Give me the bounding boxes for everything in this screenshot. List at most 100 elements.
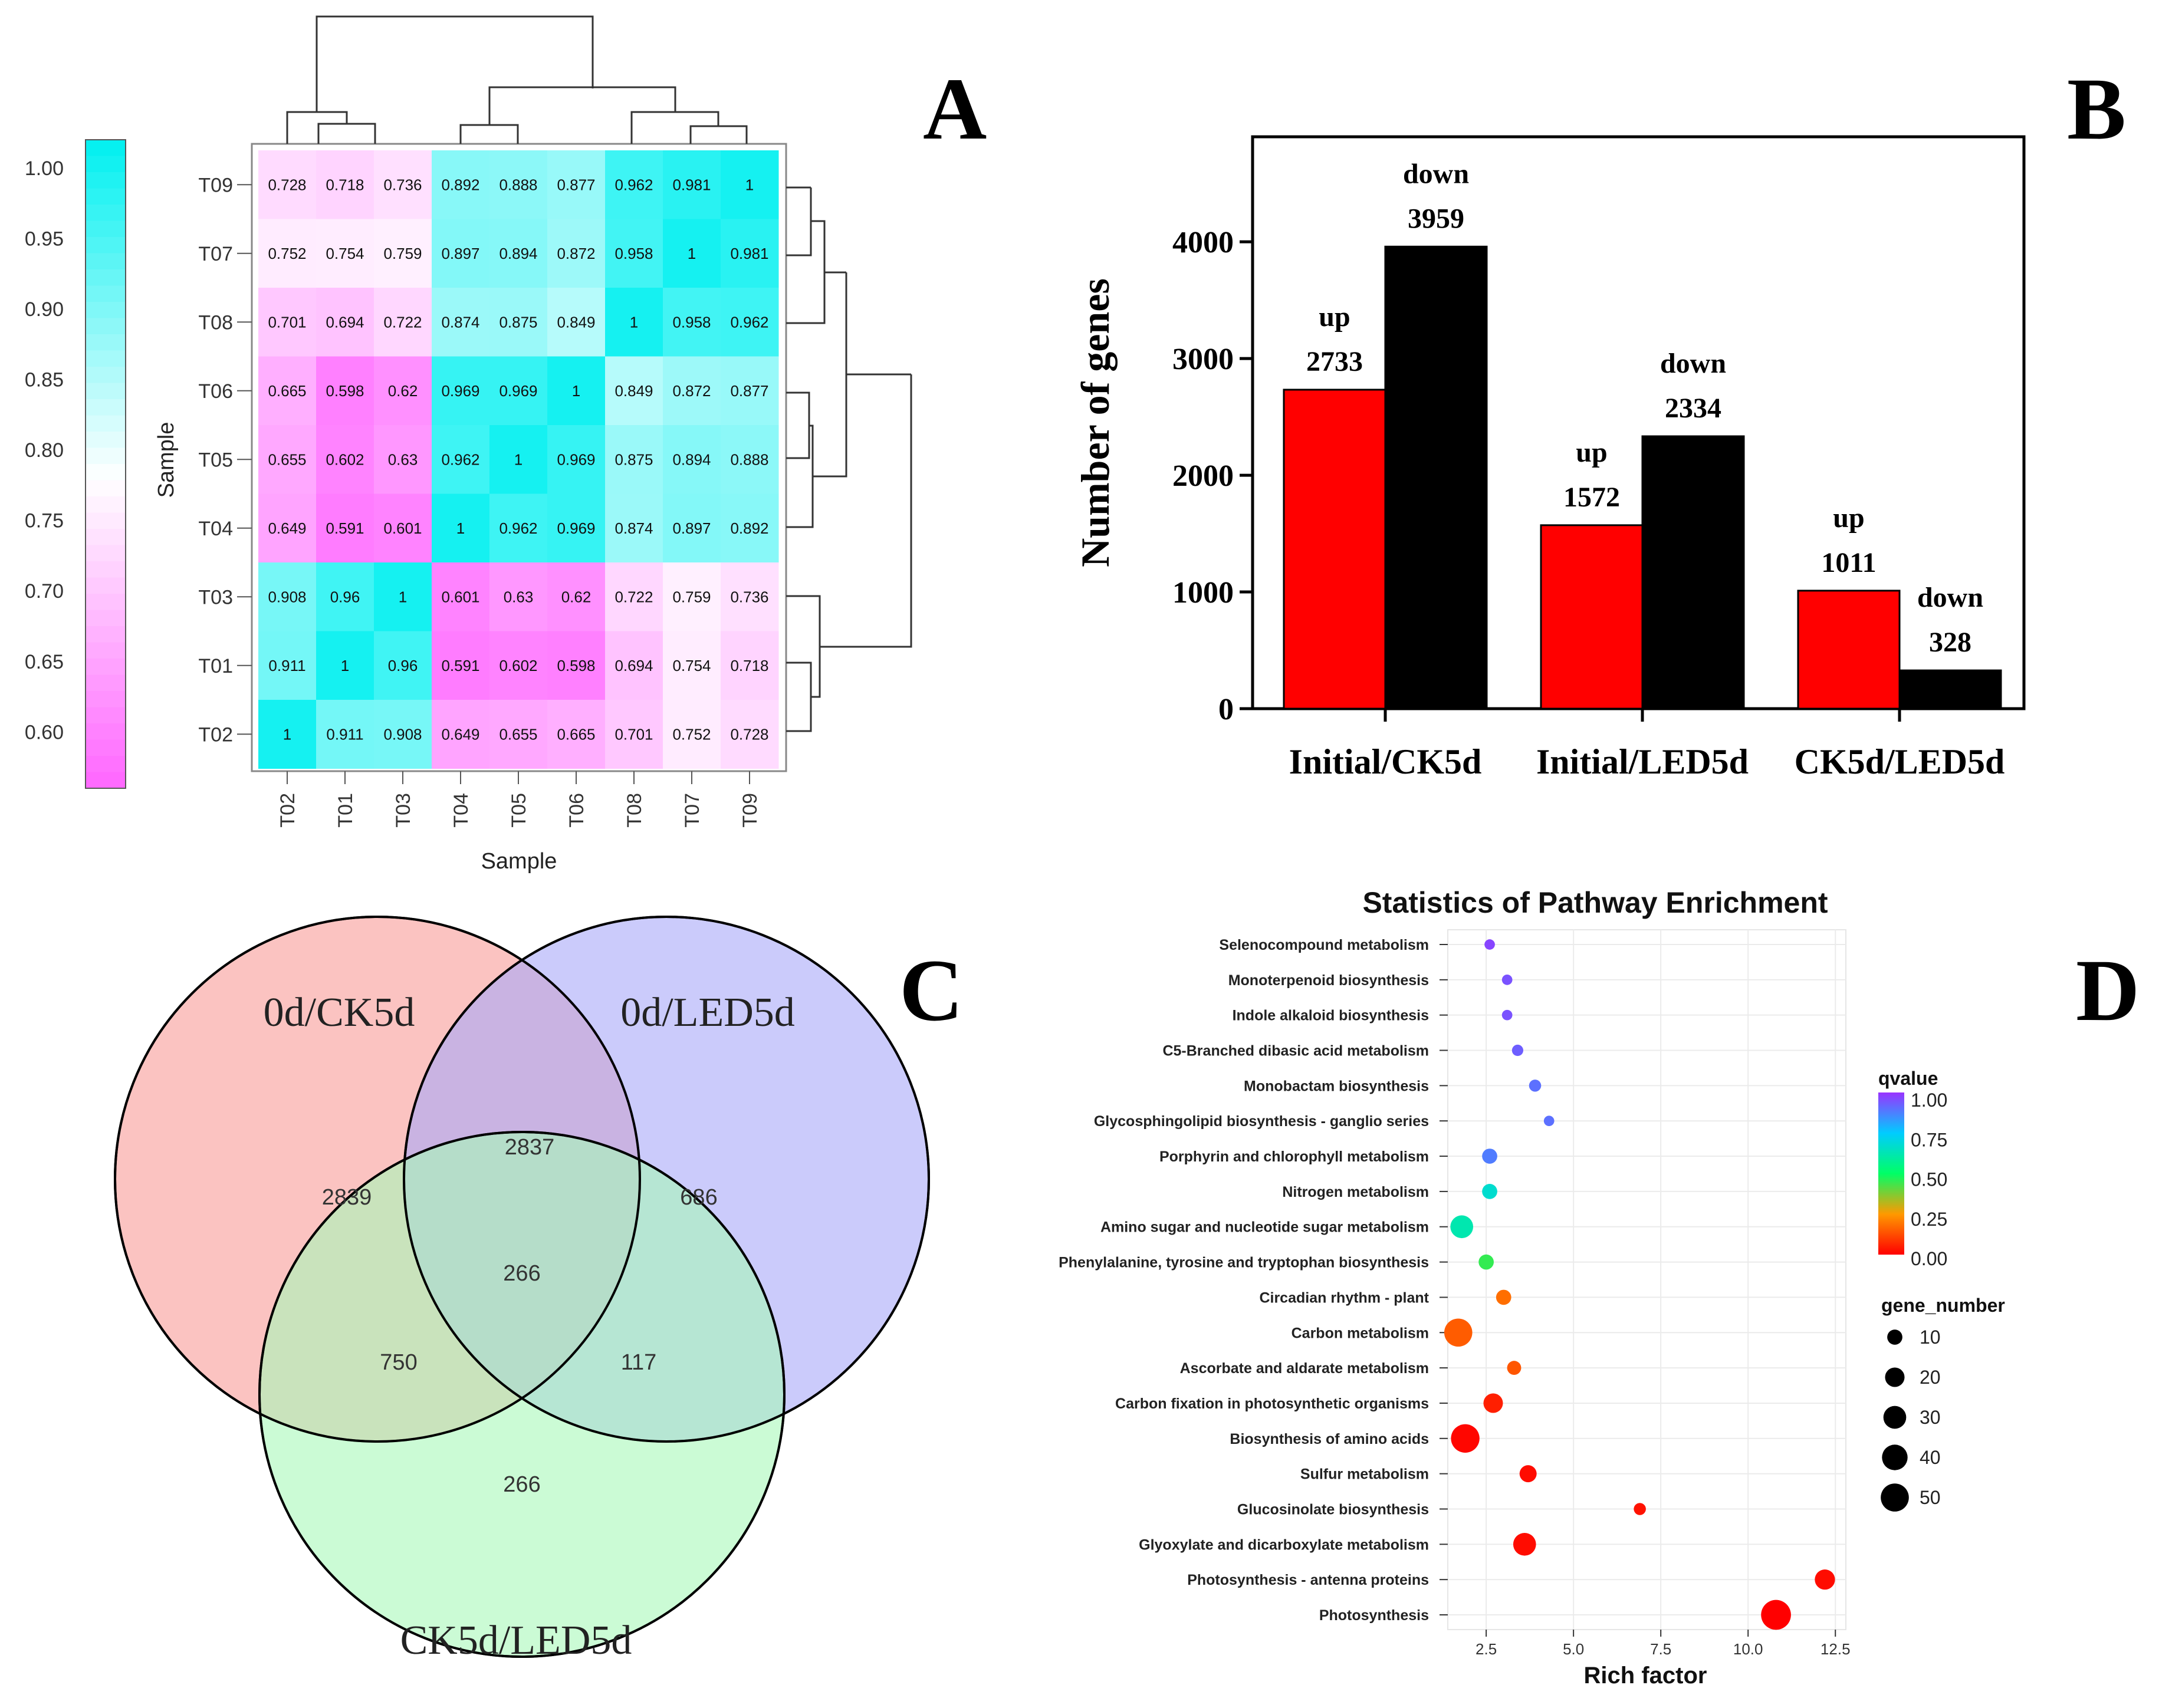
legend-qvalue-tick: 0.75 bbox=[1911, 1129, 1947, 1150]
heatmap-cell-value: 0.752 bbox=[672, 725, 711, 743]
heatmap-cell-value: 0.962 bbox=[614, 176, 653, 193]
colorbar-segment bbox=[86, 350, 126, 367]
legend-size-label: 40 bbox=[1920, 1447, 1941, 1468]
heatmap-cell bbox=[258, 493, 317, 563]
pathway-label: Ascorbate and aldarate metabolism bbox=[1180, 1360, 1429, 1377]
heatmap-cell bbox=[547, 150, 606, 219]
heatmap-cell bbox=[258, 150, 317, 219]
pathway-chart-title: Statistics of Pathway Enrichment bbox=[1362, 886, 1828, 919]
pathway-label: Nitrogen metabolism bbox=[1282, 1184, 1429, 1200]
pathway-point bbox=[1450, 1215, 1474, 1239]
venn-title-0d-ck5d: 0d/CK5d bbox=[264, 990, 415, 1035]
top-dendrogram bbox=[286, 15, 748, 144]
heatmap-cell bbox=[374, 700, 432, 769]
heatmap-cell bbox=[605, 493, 663, 563]
heatmap-col-label: T04 bbox=[450, 793, 472, 828]
pathway-point bbox=[1444, 1318, 1473, 1347]
pathway-point bbox=[1761, 1600, 1791, 1630]
legend-size-dot bbox=[1881, 1483, 1909, 1512]
legend-size-dot bbox=[1883, 1406, 1907, 1429]
heatmap-cell bbox=[489, 631, 548, 700]
bar-data-labels: 2733 up 3959 down 1572 up 2334 down 1011 up 328 dow… bbox=[1306, 158, 1983, 658]
heatmap-col-label: T03 bbox=[392, 793, 415, 828]
heatmap-row-label: T02 bbox=[198, 723, 233, 746]
heatmap-cell-value: 1 bbox=[341, 657, 349, 674]
bar-value-label: 1011 bbox=[1821, 547, 1876, 578]
pathway-point bbox=[1511, 1044, 1524, 1057]
heatmap-cell bbox=[374, 288, 432, 357]
bar-category-label: Initial/LED5d bbox=[1536, 742, 1749, 781]
bar-category-label: Initial/CK5d bbox=[1289, 742, 1482, 781]
heatmap-cell-value: 1 bbox=[283, 725, 291, 743]
heatmap-cell-value: 0.601 bbox=[383, 519, 422, 537]
colorbar-segment bbox=[86, 691, 126, 708]
heatmap-cell-value: 0.63 bbox=[504, 588, 534, 605]
heatmap-cell-value: 0.911 bbox=[268, 657, 305, 674]
heatmap-cell bbox=[547, 288, 606, 357]
heatmap-col-label: T02 bbox=[277, 793, 299, 828]
heatmap-cell bbox=[489, 288, 548, 357]
heatmap-cell-value: 0.655 bbox=[499, 725, 537, 743]
colorbar-tick-label: 0.70 bbox=[25, 580, 64, 603]
venn-outlines bbox=[114, 916, 930, 1658]
colorbar-segment bbox=[86, 383, 126, 400]
heatmap-row-label: T04 bbox=[198, 518, 233, 540]
heatmap-cell-value: 1 bbox=[514, 450, 523, 468]
heatmap-cell-value: 0.908 bbox=[383, 725, 422, 743]
bar-series-label: up bbox=[1319, 301, 1350, 333]
legend-qvalue-gradient bbox=[1878, 1092, 1904, 1255]
heatmap-cell bbox=[605, 425, 663, 494]
heatmap-cell bbox=[605, 562, 663, 631]
heatmap-cell bbox=[547, 219, 606, 288]
heatmap-cell bbox=[432, 631, 490, 700]
heatmap-row-label: T05 bbox=[198, 449, 233, 471]
bar-y-tick-label: 1000 bbox=[1172, 576, 1234, 610]
heatmap-cell-value: 0.736 bbox=[730, 588, 768, 605]
heatmap-cell bbox=[547, 425, 606, 494]
heatmap-cell-value: 0.969 bbox=[557, 519, 595, 537]
heatmap-cell bbox=[374, 493, 432, 563]
bar-series-label: down bbox=[1403, 158, 1469, 189]
legend-size-label: 30 bbox=[1920, 1407, 1941, 1428]
heatmap-values: 0.728 0.718 0.736 0.892 0.888 0.877 0.962 0.981… bbox=[268, 176, 768, 743]
heatmap-cell bbox=[489, 150, 548, 219]
panel-d: D Statistics of Pathway Enrichment Selen… bbox=[1059, 886, 2140, 1689]
pathway-point bbox=[1507, 1361, 1522, 1375]
heatmap-cell bbox=[547, 493, 606, 563]
pathway-point bbox=[1815, 1569, 1835, 1590]
venn-count-0d-led5d-only: 686 bbox=[680, 1185, 717, 1210]
colorbar-segment bbox=[86, 707, 126, 724]
colorbar-segment bbox=[86, 723, 126, 741]
heatmap-cell-value: 0.962 bbox=[441, 450, 479, 468]
heatmap-cell bbox=[547, 631, 606, 700]
colorbar-segment bbox=[86, 610, 126, 627]
heatmap-row-label: T08 bbox=[198, 311, 233, 334]
heatmap-cell-value: 0.694 bbox=[326, 313, 364, 331]
heatmap-cell bbox=[432, 562, 490, 631]
bar-series-label: up bbox=[1576, 437, 1607, 468]
heatmap-cell-value: 1 bbox=[688, 245, 696, 262]
heatmap-col-label: T09 bbox=[739, 793, 761, 828]
colorbar-segment bbox=[86, 432, 126, 449]
heatmap-cell-value: 0.602 bbox=[326, 450, 364, 468]
pathway-point bbox=[1496, 1289, 1511, 1305]
pathway-label: Indole alkaloid biosynthesis bbox=[1233, 1008, 1429, 1024]
heatmap-cell bbox=[721, 425, 779, 494]
legend-qvalue-tick: 1.00 bbox=[1911, 1090, 1947, 1111]
legend-size-dot bbox=[1882, 1444, 1908, 1470]
heatmap-xlabel: Sample bbox=[481, 849, 557, 874]
heatmap-cell bbox=[663, 219, 721, 288]
colorbar-segment bbox=[86, 237, 126, 254]
heatmap-cell-value: 0.892 bbox=[730, 519, 768, 537]
heatmap-cell bbox=[258, 288, 317, 357]
heatmap-cell bbox=[663, 425, 721, 494]
venn-count-center: 266 bbox=[503, 1261, 540, 1286]
pathway-x-tick-label: 2.5 bbox=[1476, 1640, 1497, 1658]
legend-gene-number-entries: 10 20 30 40 50 bbox=[1881, 1327, 1941, 1512]
colorbar-tick-label: 0.95 bbox=[25, 228, 64, 250]
venn-title-0d-led5d: 0d/LED5d bbox=[620, 990, 795, 1035]
pathway-label: Carbon fixation in photosynthetic organi… bbox=[1115, 1396, 1429, 1412]
bar-up bbox=[1540, 524, 1644, 710]
heatmap-row-label: T01 bbox=[198, 655, 233, 677]
venn-count-ck5d-led5d-only: 266 bbox=[503, 1472, 540, 1497]
